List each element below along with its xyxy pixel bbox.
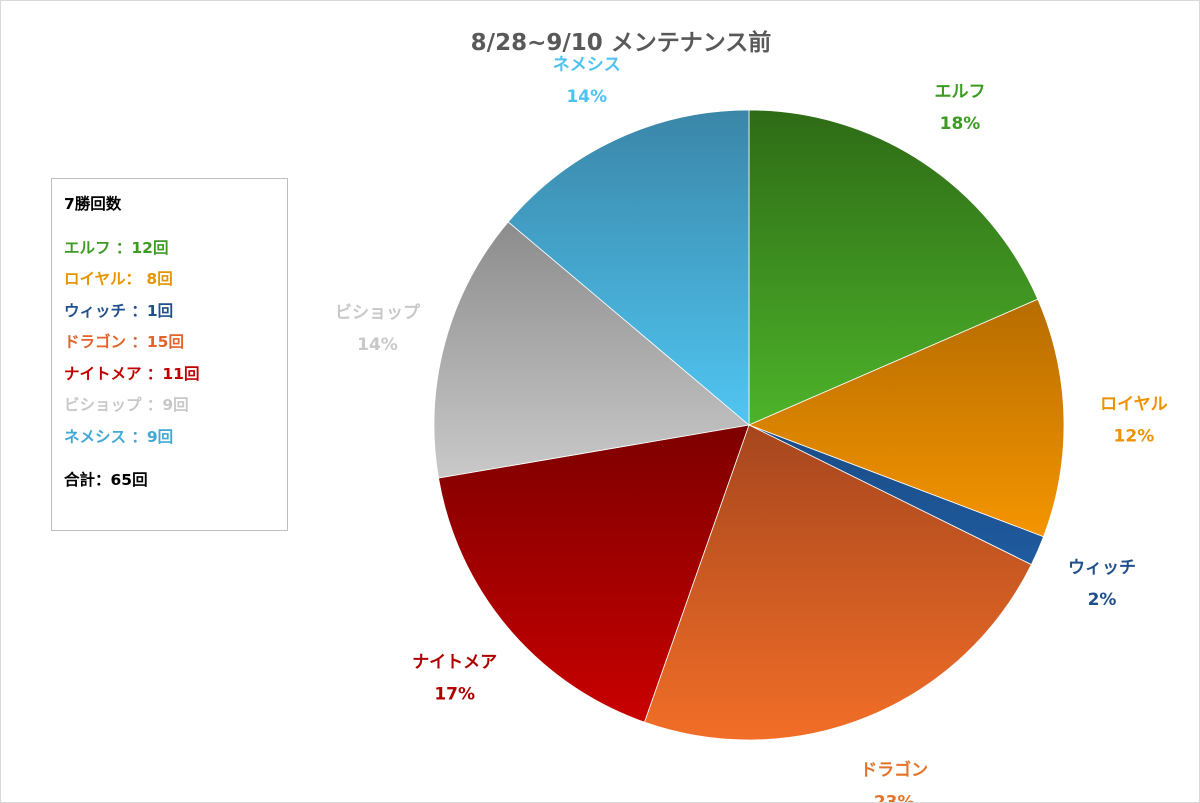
slice-percent-dragon: 23% xyxy=(874,793,915,803)
pie-slice-nemesis xyxy=(507,109,750,426)
slice-percent-witch: 2% xyxy=(1088,590,1117,610)
slice-percent-royal: 12% xyxy=(1114,427,1155,447)
slice-label-bishop: ビショップ xyxy=(335,302,421,323)
legend-item-dragon: ドラゴン ：15回 xyxy=(64,333,184,351)
slice-percent-nightmare: 17% xyxy=(434,684,475,704)
legend-item-elf: エルフ ：12回 xyxy=(64,238,169,257)
legend-item-royal: ロイヤル： 8回 xyxy=(64,270,173,288)
slice-label-nemesis: ネメシス xyxy=(553,55,621,75)
pie-slice-royal xyxy=(747,298,1065,538)
slice-label-witch: ウィッチ xyxy=(1068,558,1136,578)
slice-percent-nemesis: 14% xyxy=(566,87,607,107)
pie-slice-dragon xyxy=(643,424,1032,741)
slice-label-dragon: ドラゴン xyxy=(860,760,928,781)
pie-slice-bishop xyxy=(433,221,750,479)
slice-label-royal: ロイヤル xyxy=(1100,395,1168,415)
slice-label-nightmare: ナイトメア xyxy=(412,652,497,672)
legend-heading: 7勝回数 xyxy=(64,195,122,213)
slice-label-elf: エルフ xyxy=(935,82,986,102)
pie-slice-nightmare xyxy=(438,424,750,723)
legend-item-bishop: ビショップ ：9回 xyxy=(64,396,189,414)
legend-item-nemesis: ネメシス ：9回 xyxy=(64,427,174,446)
chart-title: 8/28~9/10 メンテナンス前 xyxy=(470,30,772,56)
legend-box: 7勝回数 エルフ ：12回 ロイヤル： 8回 ウィッチ ：1回 ドラゴン ：15… xyxy=(51,178,288,531)
pie-slice-elf xyxy=(748,109,1039,426)
slice-percent-elf: 18% xyxy=(940,114,981,134)
legend-total: 合計：65回 xyxy=(64,471,148,489)
slice-percent-bishop: 14% xyxy=(357,335,398,355)
legend-item-nightmare: ナイトメア ：11回 xyxy=(64,364,200,383)
legend-item-witch: ウィッチ ：1回 xyxy=(64,301,174,320)
